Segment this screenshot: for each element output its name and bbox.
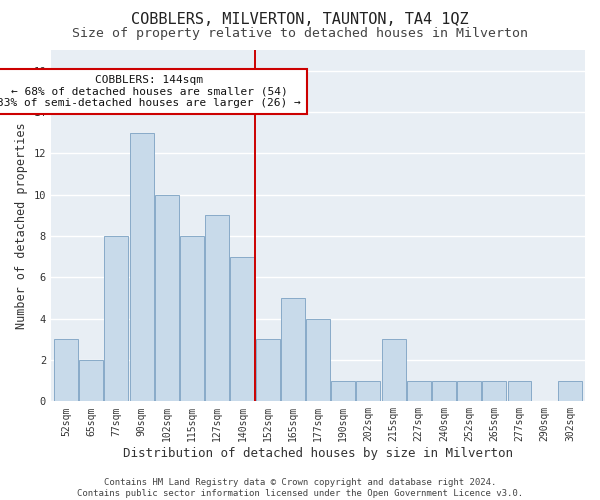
Text: Size of property relative to detached houses in Milverton: Size of property relative to detached ho… [72,28,528,40]
Bar [558,380,582,402]
Bar [54,340,78,402]
Bar [482,380,506,402]
Text: COBBLERS: 144sqm
← 68% of detached houses are smaller (54)
33% of semi-detached : COBBLERS: 144sqm ← 68% of detached house… [0,75,301,108]
Bar [256,340,280,402]
Bar [457,380,481,402]
Bar [432,380,456,402]
Bar [230,256,254,402]
Bar [104,236,128,402]
Bar [356,380,380,402]
Bar [180,236,204,402]
X-axis label: Distribution of detached houses by size in Milverton: Distribution of detached houses by size … [123,447,513,460]
Bar [306,318,330,402]
Bar [155,194,179,402]
Bar [205,216,229,402]
Bar [508,380,532,402]
Bar [382,340,406,402]
Text: COBBLERS, MILVERTON, TAUNTON, TA4 1QZ: COBBLERS, MILVERTON, TAUNTON, TA4 1QZ [131,12,469,28]
Bar [281,298,305,402]
Bar [130,132,154,402]
Text: Contains HM Land Registry data © Crown copyright and database right 2024.
Contai: Contains HM Land Registry data © Crown c… [77,478,523,498]
Y-axis label: Number of detached properties: Number of detached properties [15,122,28,329]
Bar [407,380,431,402]
Bar [79,360,103,402]
Bar [331,380,355,402]
